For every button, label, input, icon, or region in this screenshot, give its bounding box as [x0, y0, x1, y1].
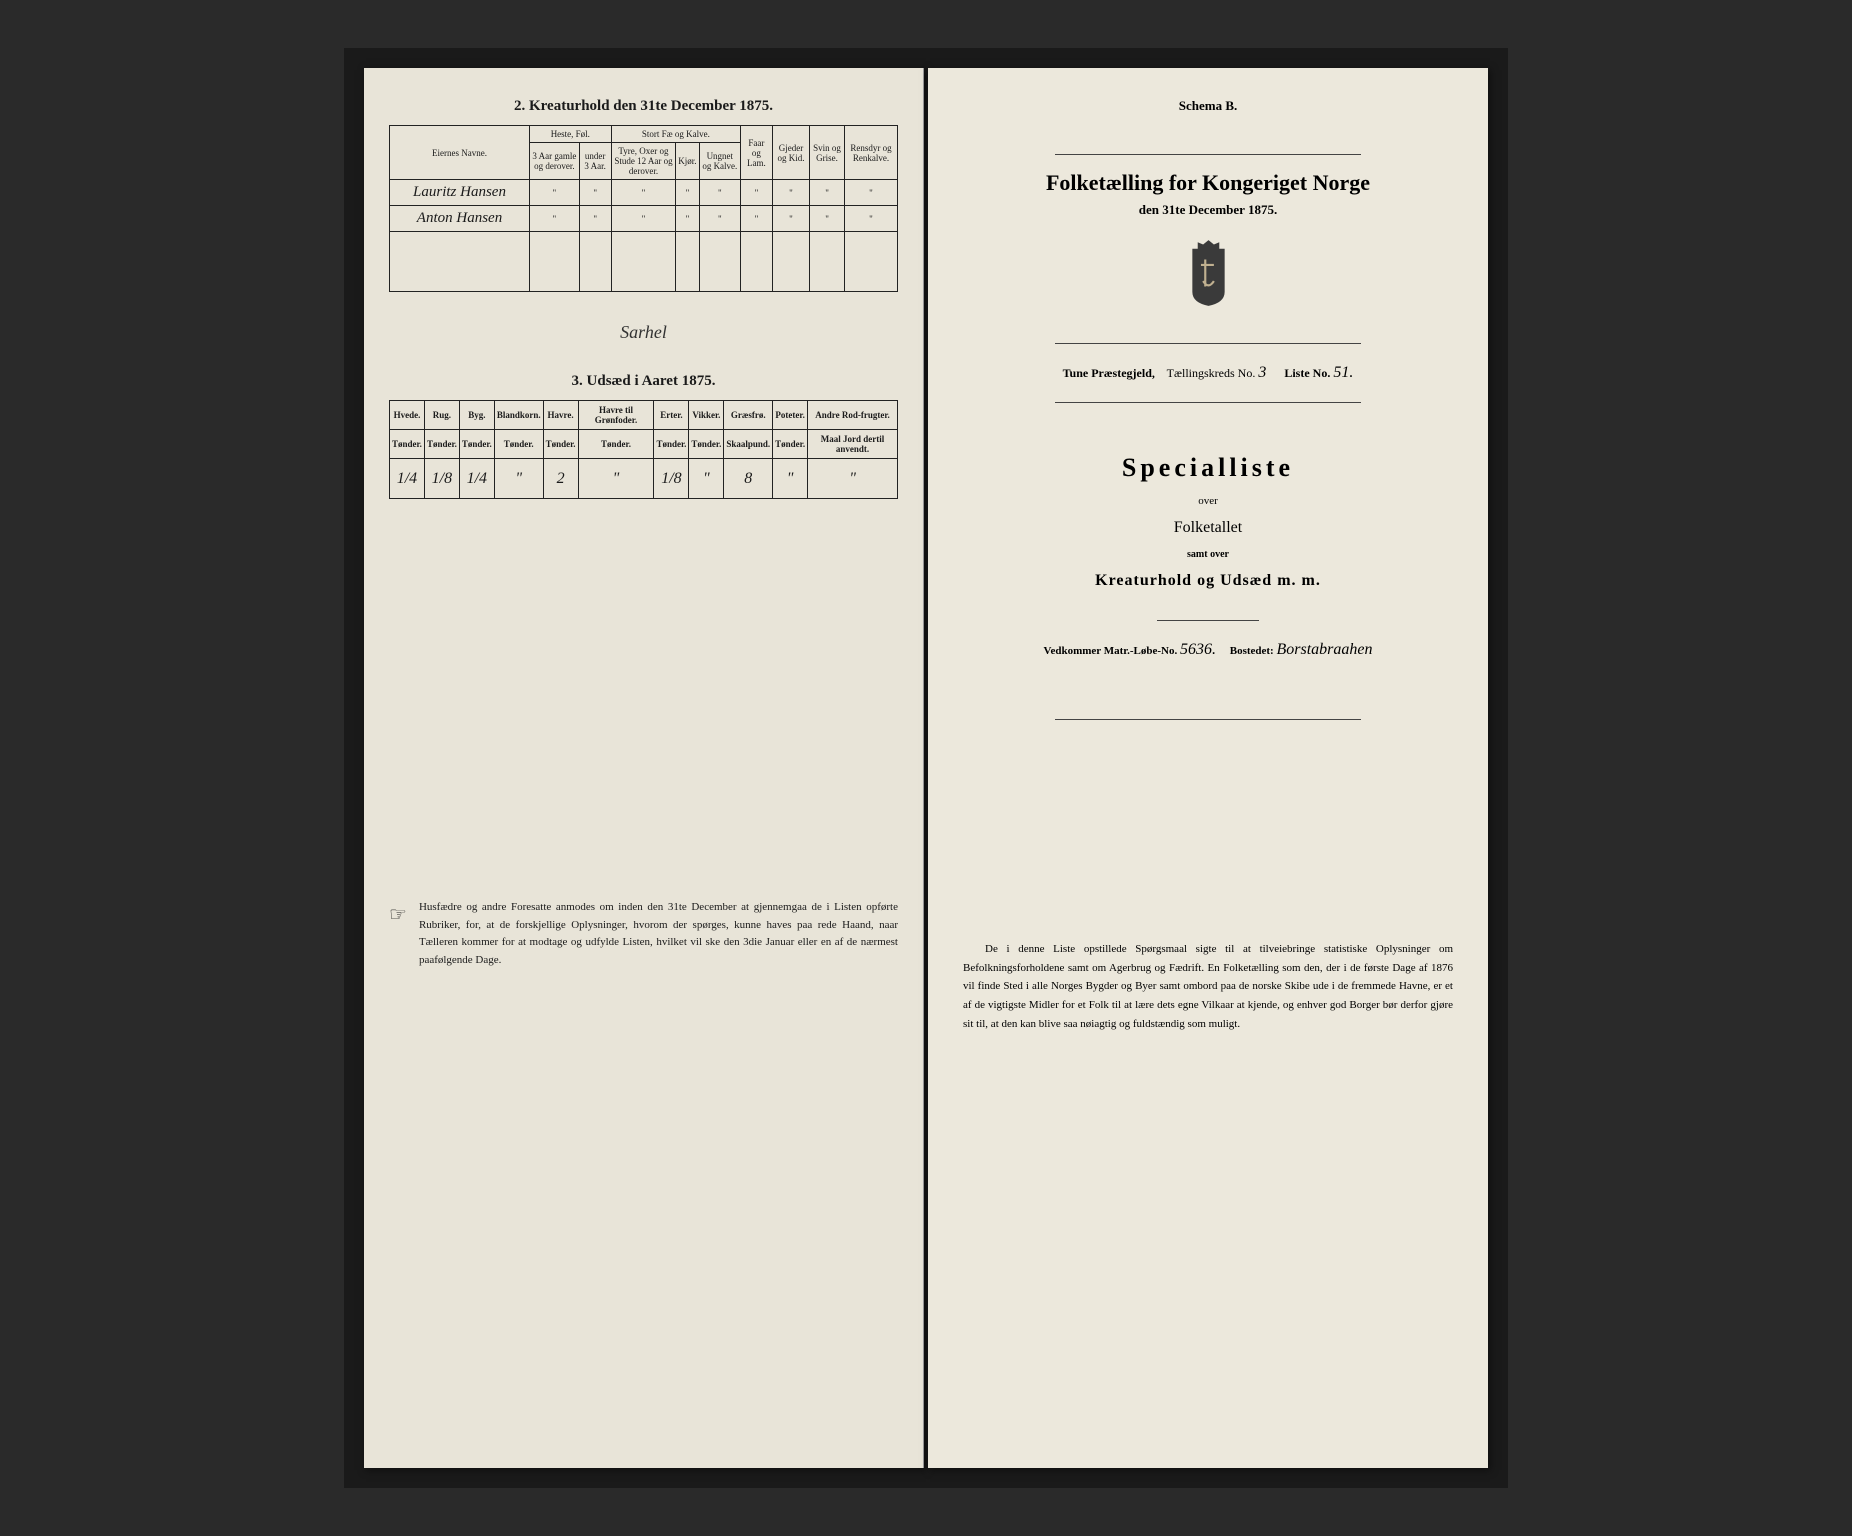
u-v: 1/4 [390, 459, 425, 499]
rule [1055, 154, 1361, 155]
section2-title: 2. Kreaturhold den 31te December 1875. [389, 98, 898, 115]
rule [1157, 620, 1259, 621]
left-notice: ☞ Husfædre og andre Foresatte anmodes om… [389, 899, 898, 969]
liste-label: Liste No. [1284, 366, 1330, 380]
u-s: Maal Jord dertil anvendt. [808, 430, 898, 459]
u-s: Tønder. [390, 430, 425, 459]
meta-line: Tune Præstegjeld, Tællingskreds No. 3 Li… [953, 364, 1463, 382]
u-v: 2 [543, 459, 578, 499]
left-page: 2. Kreaturhold den 31te December 1875. E… [364, 68, 924, 1468]
u-s: Tønder. [773, 430, 808, 459]
signature: Sarhel [389, 322, 898, 343]
liste-no: 51. [1333, 364, 1353, 381]
col-heste: Heste, Føl. [530, 126, 612, 143]
table-row: Lauritz Hansen """"""""" [390, 180, 898, 206]
udsaed-table: Hvede. Rug. Byg. Blandkorn. Havre. Havre… [389, 400, 898, 499]
col-rensdyr: Rensdyr og Renkalve. [844, 126, 897, 180]
u-v: " [578, 459, 654, 499]
folketallet-label: Folketallet [953, 519, 1463, 537]
vedkom-label: Vedkommer Matr.-Løbe-No. [1044, 645, 1178, 657]
right-page: Schema B. Folketælling for Kongeriget No… [928, 68, 1488, 1468]
col-heste-2: under 3 Aar. [579, 143, 611, 180]
col-stort-3: Ungnet og Kalve. [699, 143, 741, 180]
rule [1055, 343, 1361, 344]
kreatur-label: Kreaturhold og Udsæd m. m. [953, 572, 1463, 590]
u-h: Græsfrø. [724, 401, 773, 430]
u-h: Poteter. [773, 401, 808, 430]
col-stort-2: Kjør. [676, 143, 699, 180]
sub-date: den 31te December 1875. [953, 202, 1463, 218]
u-h: Andre Rod-frugter. [808, 401, 898, 430]
u-h: Havre til Grønfoder. [578, 401, 654, 430]
u-h: Erter. [654, 401, 689, 430]
matr-no: 5636. [1180, 641, 1216, 658]
table-row [390, 232, 898, 292]
samt-label: samt over [953, 549, 1463, 560]
u-v: 1/8 [654, 459, 689, 499]
bosted: Borstabraahen [1276, 641, 1372, 658]
praestegjeld-label: Tune Præstegjeld, [1063, 366, 1155, 380]
u-h: Havre. [543, 401, 578, 430]
krets-label: Tællingskreds No. [1167, 366, 1256, 380]
col-stort: Stort Fæ og Kalve. [611, 126, 740, 143]
u-s: Tønder. [578, 430, 654, 459]
u-v: " [494, 459, 543, 499]
udsaed-sub-row: Tønder. Tønder. Tønder. Tønder. Tønder. … [390, 430, 898, 459]
notice-text: Husfædre og andre Foresatte anmodes om i… [419, 899, 898, 969]
col-svin: Svin og Grise. [810, 126, 845, 180]
bosted-label: Bostedet: [1230, 645, 1274, 657]
udsaed-value-row: 1/4 1/8 1/4 " 2 " 1/8 " 8 " " [390, 459, 898, 499]
u-h: Byg. [459, 401, 494, 430]
rule [1055, 719, 1361, 720]
u-s: Tønder. [494, 430, 543, 459]
u-h: Vikker. [689, 401, 724, 430]
col-stort-1: Tyre, Oxer og Stude 12 Aar og derover. [611, 143, 676, 180]
u-s: Tønder. [654, 430, 689, 459]
udsaed-header-row: Hvede. Rug. Byg. Blandkorn. Havre. Havre… [390, 401, 898, 430]
u-s: Tønder. [459, 430, 494, 459]
u-h: Rug. [424, 401, 459, 430]
u-v: " [689, 459, 724, 499]
u-v: 1/4 [459, 459, 494, 499]
right-notice: De i denne Liste opstillede Spørgsmaal s… [953, 940, 1463, 1033]
u-v: " [773, 459, 808, 499]
col-owner: Eiernes Navne. [390, 126, 530, 180]
over-label: over [953, 495, 1463, 507]
col-gjeder: Gjeder og Kid. [772, 126, 809, 180]
kreatur-table: Eiernes Navne. Heste, Føl. Stort Fæ og K… [389, 125, 898, 292]
main-title: Folketælling for Kongeriget Norge [953, 170, 1463, 196]
crest-icon [953, 238, 1463, 313]
u-s: Skaalpund. [724, 430, 773, 459]
specialliste-title: Specialliste [953, 453, 1463, 483]
section3-title: 3. Udsæd i Aaret 1875. [389, 373, 898, 390]
vedkom-line: Vedkommer Matr.-Løbe-No. 5636. Bostedet:… [953, 641, 1463, 659]
krets-no: 3 [1258, 364, 1266, 381]
u-h: Blandkorn. [494, 401, 543, 430]
u-v: 8 [724, 459, 773, 499]
u-h: Hvede. [390, 401, 425, 430]
pointer-icon: ☞ [389, 899, 407, 969]
page-spread: 2. Kreaturhold den 31te December 1875. E… [344, 48, 1508, 1488]
u-s: Tønder. [689, 430, 724, 459]
owner-cell: Lauritz Hansen [390, 180, 530, 206]
u-s: Tønder. [543, 430, 578, 459]
owner-cell: Anton Hansen [390, 206, 530, 232]
rule [1055, 402, 1361, 403]
col-heste-1: 3 Aar gamle og derover. [530, 143, 580, 180]
schema-label: Schema B. [953, 98, 1463, 114]
table-row: Anton Hansen """"""""" [390, 206, 898, 232]
col-faar: Faar og Lam. [741, 126, 773, 180]
u-v: " [808, 459, 898, 499]
u-s: Tønder. [424, 430, 459, 459]
u-v: 1/8 [424, 459, 459, 499]
